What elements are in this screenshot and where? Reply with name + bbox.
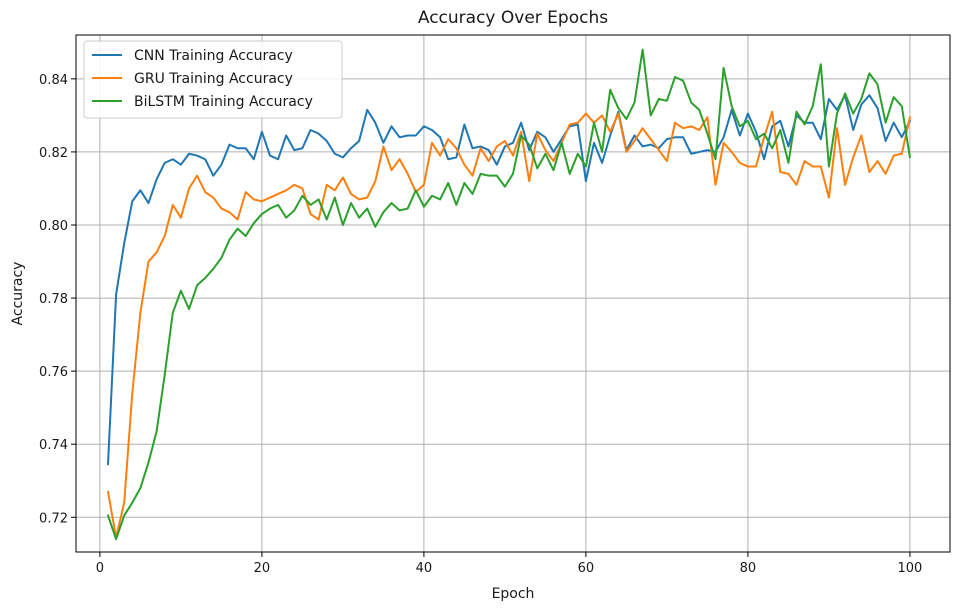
x-tick-label: 60	[578, 561, 595, 576]
series-lines	[107, 48, 911, 541]
series-line-cnn	[107, 94, 911, 466]
legend-label-gru: GRU Training Accuracy	[134, 71, 293, 87]
y-axis-label: Accuracy	[10, 262, 26, 326]
legend-box	[83, 40, 343, 119]
x-tick-label: 100	[897, 561, 922, 576]
legend-label-bilstm: BiLSTM Training Accuracy	[134, 94, 313, 110]
x-tick-label: 0	[96, 561, 104, 576]
chart-title: Accuracy Over Epochs	[418, 8, 608, 28]
legend-label-cnn: CNN Training Accuracy	[134, 48, 293, 64]
y-tick-label: 0.80	[39, 219, 68, 234]
y-tick-label: 0.84	[39, 73, 68, 88]
plot-frame	[75, 34, 951, 553]
x-axis-label: Epoch	[492, 586, 535, 602]
y-tick-label: 0.76	[39, 365, 68, 380]
y-tick-label: 0.74	[39, 438, 68, 453]
y-tick-label: 0.72	[39, 511, 68, 526]
legend: CNN Training Accuracy GRU Training Accur…	[83, 40, 343, 119]
series-line-bilstm	[107, 48, 911, 541]
y-tick-label: 0.82	[39, 146, 68, 161]
x-tick-label: 80	[740, 561, 757, 576]
axis-ticks: 0 20 40 60 80 100 0.72 0.74 0.76 0.78 0.80 0.82 0.84	[39, 73, 922, 576]
x-tick-label: 20	[254, 561, 271, 576]
y-tick-label: 0.78	[39, 292, 68, 307]
x-tick-label: 40	[416, 561, 433, 576]
series-line-gru	[107, 110, 911, 539]
